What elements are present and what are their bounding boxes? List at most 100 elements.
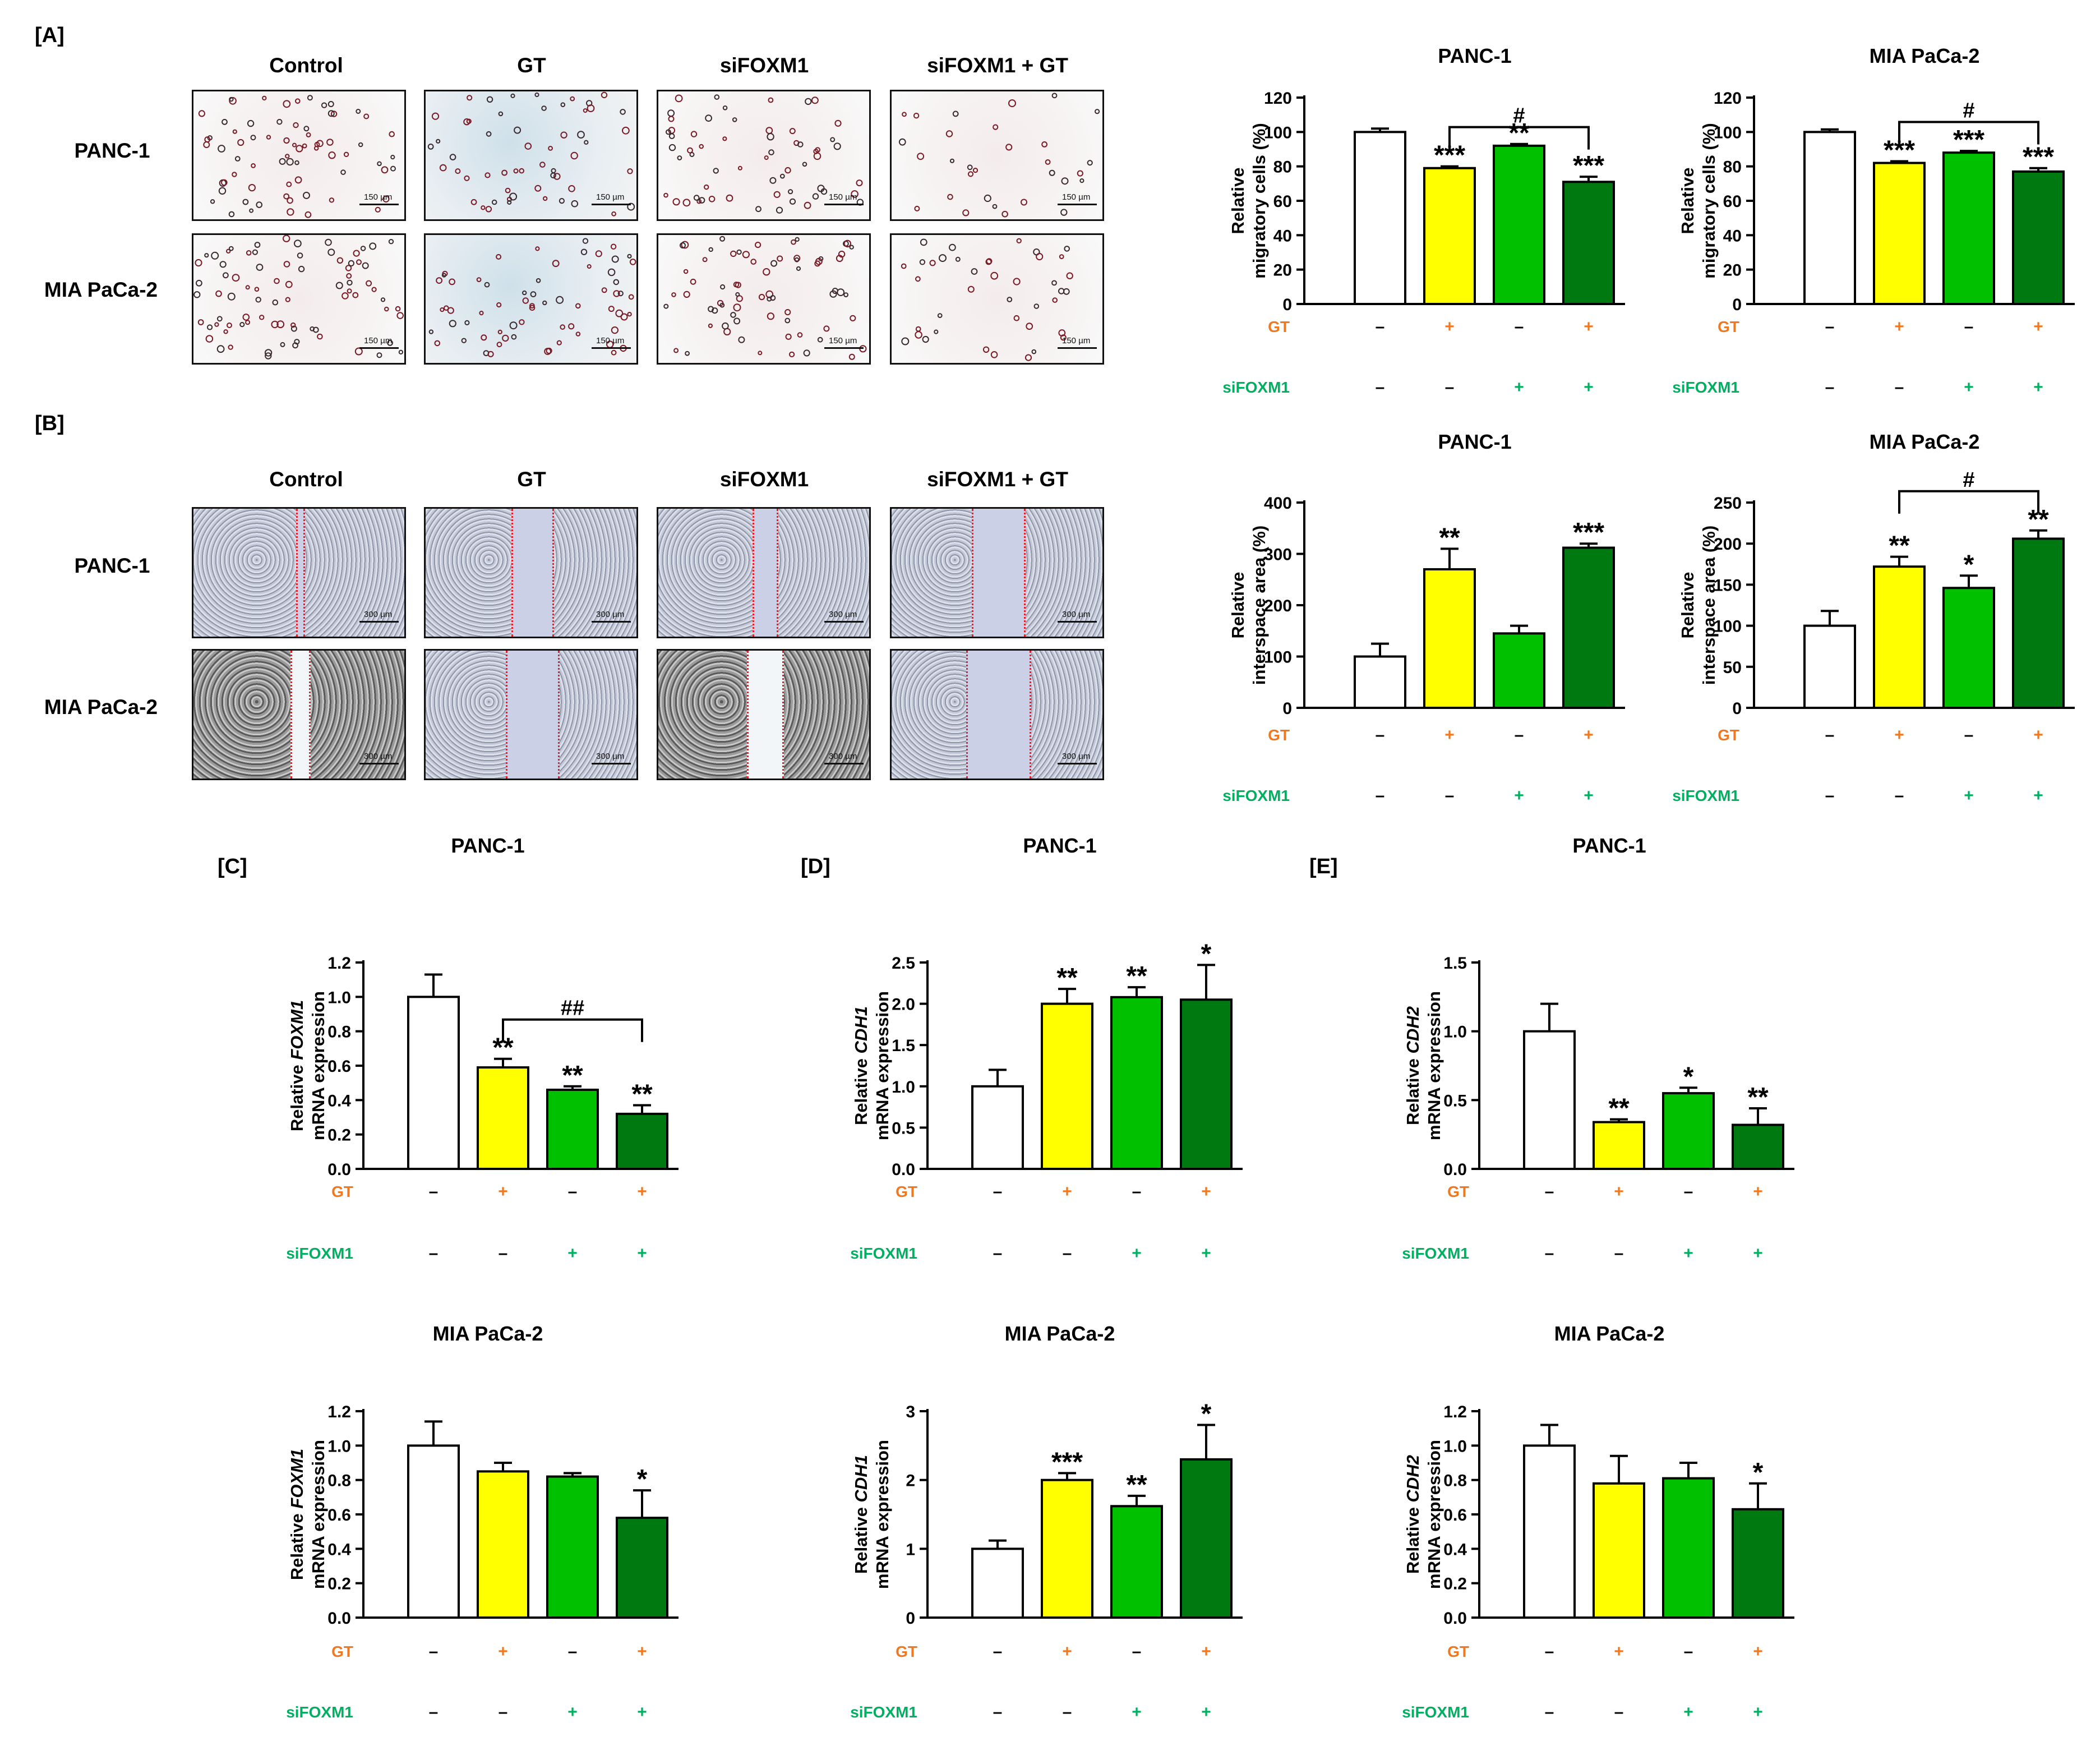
- sifoxm1-sign: +: [2033, 786, 2043, 805]
- gt-sign: +: [498, 1642, 508, 1661]
- y-tick-label: 0.2: [1443, 1575, 1467, 1593]
- gt-sign: –: [429, 1642, 439, 1661]
- panel-a-r1-c3-image: 150 µm: [890, 233, 1104, 365]
- bar-3: [2012, 170, 2065, 305]
- bar-0: [971, 1547, 1024, 1619]
- y-tick-label: 40: [1273, 227, 1292, 245]
- sifoxm1-sign: –: [993, 1703, 1003, 1721]
- sifoxm1-sign: –: [1825, 786, 1835, 805]
- y-tick-label: 100: [1264, 123, 1292, 142]
- y-tick-label: 250: [1714, 494, 1742, 513]
- y-tick-label: 400: [1264, 494, 1292, 513]
- sifoxm1-sign: +: [1964, 378, 1974, 397]
- significance-stars: **: [1608, 1094, 1630, 1123]
- panel-b-col-sifoxm1: siFOXM1: [719, 468, 809, 491]
- panel-b-r1-c0-scratch-gap: [290, 651, 311, 779]
- panel-b-r1-c1-scratch-gap: [506, 651, 560, 779]
- y-tick-label: 0: [906, 1609, 915, 1628]
- bar-1: [1873, 162, 1926, 305]
- chart-a-panc: PANC-1 0 20 40 60 80 100 120 Relativemigratory c…: [1222, 44, 1625, 397]
- sifoxm1-sign: –: [1545, 1244, 1554, 1263]
- bar-1: [1041, 1479, 1093, 1619]
- significance-stars: **: [1508, 118, 1530, 148]
- y-tick-label: 100: [1264, 648, 1292, 667]
- chart-title: MIA PaCa-2: [1870, 430, 1980, 453]
- y-tick-label: 0.2: [327, 1126, 351, 1145]
- gt-row-label: GT: [331, 1183, 353, 1200]
- gt-sign: –: [1545, 1642, 1554, 1661]
- scale-bar-label: 150 µm: [364, 336, 393, 346]
- sifoxm1-row-label: siFOXM1: [1402, 1703, 1469, 1721]
- y-tick-label: 300: [1264, 546, 1292, 564]
- y-axis-label: Relative FOXM1mRNA expression: [287, 991, 328, 1140]
- chart-e-panc: PANC-1 0.0 0.5 1.0 1.5 Relative CDH2mRNA expr…: [1402, 834, 1794, 1263]
- y-tick-label: 0.4: [327, 1540, 351, 1559]
- gt-row-label: GT: [1447, 1643, 1469, 1660]
- sifoxm1-sign: –: [1895, 786, 1904, 805]
- sifoxm1-sign: –: [1063, 1244, 1072, 1263]
- scale-bar: [592, 347, 631, 349]
- chart-title: MIA PaCa-2: [1554, 1322, 1665, 1345]
- gt-sign: +: [1614, 1182, 1624, 1201]
- chart-title: MIA PaCa-2: [1005, 1322, 1115, 1345]
- significance-stars: **: [1126, 1470, 1147, 1500]
- chart-title: PANC-1: [1438, 44, 1511, 67]
- y-tick-label: 1.0: [1443, 1023, 1467, 1042]
- bar-0: [971, 1085, 1024, 1171]
- gt-sign: –: [1964, 317, 1974, 336]
- chart-title: MIA PaCa-2: [1870, 44, 1980, 67]
- gt-row-label: GT: [1268, 318, 1290, 335]
- panel-b-label: [B]: [35, 412, 64, 435]
- bar-2: [1662, 1092, 1715, 1170]
- panel-a-col-combo: siFOXM1 + GT: [927, 54, 1068, 77]
- scale-bar-label: 150 µm: [364, 192, 393, 202]
- scale-bar: [824, 204, 864, 205]
- sifoxm1-row-label: siFOXM1: [1672, 379, 1739, 396]
- scale-bar: [1058, 347, 1097, 349]
- significance-stars: *: [1201, 1399, 1212, 1429]
- gt-sign: –: [1376, 726, 1385, 744]
- significance-stars: *: [1753, 1458, 1764, 1487]
- gt-sign: +: [637, 1642, 647, 1661]
- y-tick-label: 1.2: [1443, 1403, 1467, 1421]
- panel-a-r0-c2-image: 150 µm: [657, 90, 871, 221]
- scale-bar: [592, 204, 631, 205]
- gt-sign: +: [498, 1182, 508, 1201]
- gt-row-label: GT: [896, 1643, 917, 1660]
- panel-b-r1-c3-image: 300 µm: [890, 649, 1104, 780]
- y-tick-label: 0.6: [327, 1506, 351, 1524]
- gt-sign: –: [993, 1642, 1003, 1661]
- y-tick-label: 120: [1264, 89, 1292, 108]
- scale-bar-label: 150 µm: [1062, 192, 1091, 202]
- panel-b-row-panc1: PANC-1: [74, 554, 150, 577]
- sifoxm1-row-label: siFOXM1: [850, 1245, 917, 1262]
- sifoxm1-sign: +: [1201, 1244, 1211, 1263]
- gt-sign: +: [2033, 317, 2043, 336]
- sifoxm1-sign: +: [1132, 1703, 1142, 1721]
- y-axis-label: Relative CDH1mRNA expression: [851, 991, 892, 1140]
- y-tick-label: 0.5: [1443, 1091, 1467, 1110]
- significance-stars: **: [1126, 961, 1147, 991]
- scale-bar-label: 300 µm: [364, 610, 393, 619]
- gt-sign: –: [429, 1182, 439, 1201]
- bar-0: [1523, 1444, 1576, 1619]
- y-tick-label: 1.0: [1443, 1437, 1467, 1456]
- bar-0: [1523, 1030, 1576, 1170]
- bar-1: [1873, 565, 1926, 710]
- panel-b-r1-c0-image: 300 µm: [192, 649, 406, 780]
- bracket-label: #: [1963, 99, 1974, 122]
- gt-sign: +: [1753, 1182, 1763, 1201]
- panel-b-r1-c2-scratch-gap: [747, 651, 784, 779]
- sifoxm1-sign: +: [637, 1244, 647, 1263]
- significance-stars: **: [631, 1080, 653, 1109]
- y-tick-label: 200: [1714, 535, 1742, 554]
- sifoxm1-row-label: siFOXM1: [1222, 787, 1290, 804]
- panel-a-col-gt: GT: [517, 54, 546, 77]
- panel-b-r0-c2-scratch-gap: [753, 509, 778, 637]
- sifoxm1-sign: –: [1376, 786, 1385, 805]
- significance-stars: ***: [1573, 151, 1604, 181]
- bar-0: [1354, 131, 1406, 305]
- bar-3: [616, 1112, 668, 1171]
- gt-sign: +: [1753, 1642, 1763, 1661]
